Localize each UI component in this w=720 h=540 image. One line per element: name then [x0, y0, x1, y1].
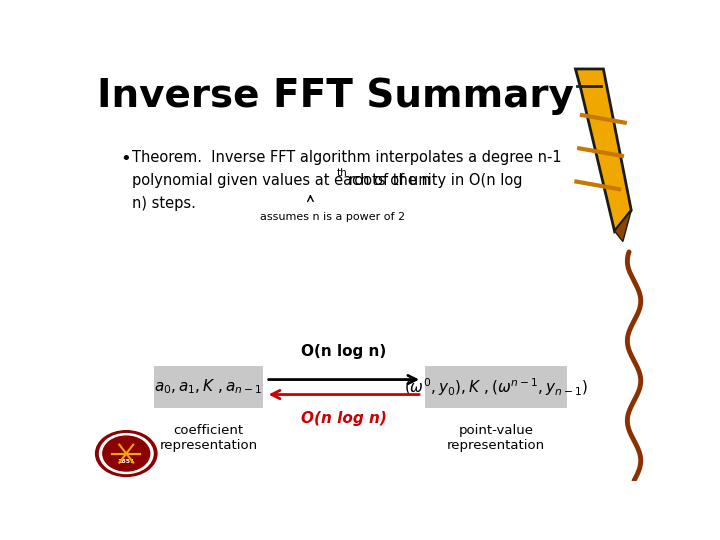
- Circle shape: [99, 434, 153, 474]
- Circle shape: [103, 436, 150, 471]
- Text: $a_0, a_1, K\ ,a_{n-1}$: $a_0, a_1, K\ ,a_{n-1}$: [154, 377, 263, 396]
- Bar: [154, 366, 263, 408]
- Text: O(n log n): O(n log n): [301, 411, 387, 426]
- Text: 1851: 1851: [117, 460, 135, 464]
- Polygon shape: [575, 69, 631, 231]
- Text: point-value
representation: point-value representation: [447, 424, 545, 453]
- Polygon shape: [615, 210, 631, 241]
- Text: n) steps.: n) steps.: [132, 196, 196, 211]
- Text: coefficient
representation: coefficient representation: [160, 424, 258, 453]
- Text: Inverse FFT Summary: Inverse FFT Summary: [97, 77, 574, 115]
- Text: $(\omega^0, y_0), K\ ,(\omega^{n-1}, y_{n-1})$: $(\omega^0, y_0), K\ ,(\omega^{n-1}, y_{…: [404, 376, 588, 398]
- Text: polynomial given values at each of the n: polynomial given values at each of the n: [132, 173, 431, 188]
- Bar: [425, 366, 567, 408]
- Text: Theorem.  Inverse FFT algorithm interpolates a degree n-1: Theorem. Inverse FFT algorithm interpola…: [132, 150, 562, 165]
- Text: •: •: [121, 150, 132, 168]
- Text: assumes n is a power of 2: assumes n is a power of 2: [260, 212, 405, 222]
- Text: th: th: [336, 168, 347, 178]
- Text: O(n log n): O(n log n): [301, 344, 387, 359]
- Text: roots of unity in O(n log: roots of unity in O(n log: [344, 173, 523, 188]
- Circle shape: [96, 431, 157, 476]
